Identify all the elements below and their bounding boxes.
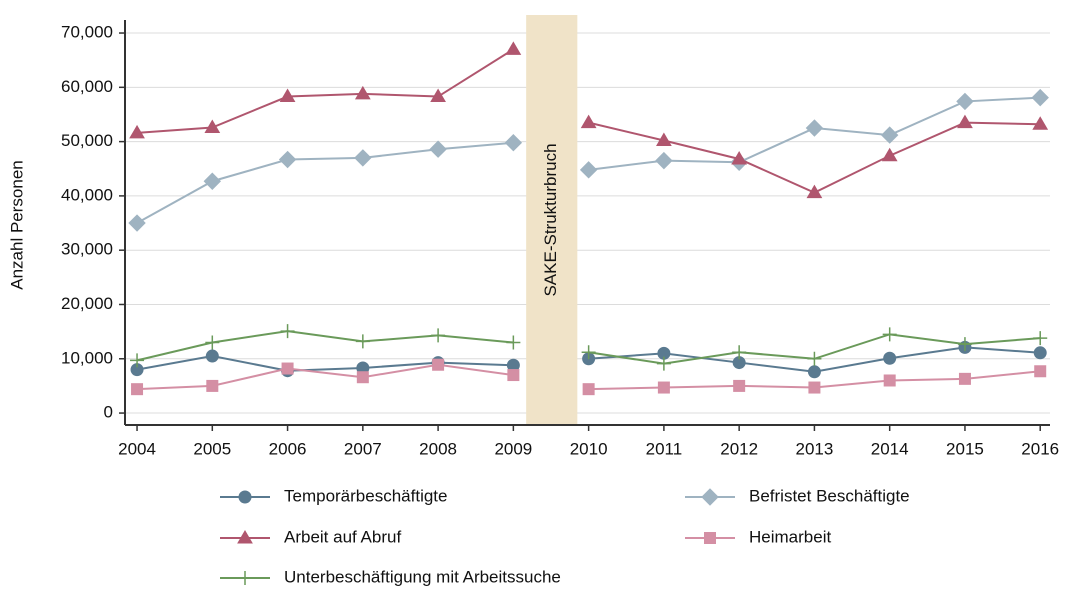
x-tick-label: 2004: [118, 439, 156, 458]
y-axis-label: Anzahl Personen: [7, 160, 26, 289]
point: [883, 351, 897, 365]
point: [280, 324, 295, 339]
x-tick-label: 2006: [269, 439, 307, 458]
point: [808, 381, 821, 394]
y-tick-label: 60,000: [61, 77, 113, 96]
point: [204, 119, 221, 133]
point: [129, 124, 145, 139]
legend-marker: [237, 530, 253, 544]
point: [281, 362, 294, 375]
point: [882, 327, 897, 342]
point: [354, 149, 372, 167]
x-tick-label: 2009: [494, 439, 532, 458]
series-line: [136, 363, 514, 391]
series-line: [136, 355, 514, 372]
x-tick-label: 2005: [193, 439, 231, 458]
point: [203, 172, 222, 190]
x-tick-label: 2015: [946, 439, 984, 458]
point: [1033, 346, 1047, 360]
legend-marker: [238, 490, 252, 504]
point: [1034, 365, 1047, 378]
point: [656, 132, 672, 147]
x-tick-label: 2012: [720, 439, 758, 458]
point: [429, 140, 447, 158]
series-line: [136, 141, 514, 224]
point: [957, 114, 973, 129]
x-tick-label: 2011: [646, 439, 683, 458]
x-tick-label: 2008: [419, 439, 457, 458]
point: [580, 114, 597, 129]
point: [279, 88, 296, 103]
point: [430, 88, 446, 103]
x-tick-label: 2014: [871, 439, 909, 458]
y-tick-label: 40,000: [61, 185, 113, 204]
point: [131, 383, 144, 396]
point: [957, 337, 972, 352]
point: [805, 119, 824, 137]
point: [278, 150, 297, 169]
point: [355, 334, 370, 349]
point: [432, 358, 445, 371]
x-tick-label: 2007: [344, 439, 382, 458]
y-tick-label: 50,000: [61, 131, 113, 150]
point: [354, 85, 371, 100]
point: [731, 150, 748, 165]
point: [732, 345, 747, 360]
point: [579, 161, 598, 179]
point: [655, 151, 673, 170]
x-tick-label: 2010: [570, 439, 608, 458]
point: [506, 335, 521, 350]
point: [881, 147, 898, 162]
point: [656, 356, 671, 371]
point: [958, 372, 971, 385]
point: [356, 371, 369, 384]
legend-label: Befristet Beschäftigte: [749, 486, 910, 505]
point: [657, 381, 670, 394]
y-tick-label: 0: [104, 403, 113, 422]
point: [504, 133, 523, 152]
point: [581, 345, 596, 360]
point: [582, 383, 595, 396]
point: [733, 379, 746, 392]
point: [1033, 331, 1048, 346]
point: [883, 374, 896, 387]
point: [507, 369, 520, 382]
point: [807, 365, 821, 379]
y-tick-label: 30,000: [61, 240, 113, 259]
point: [1032, 116, 1049, 130]
point: [431, 328, 446, 343]
structural-break-band: [526, 15, 578, 425]
point: [205, 335, 220, 350]
point: [130, 353, 145, 368]
point: [807, 351, 822, 366]
point: [1031, 88, 1049, 107]
point: [206, 379, 219, 392]
legend-marker: [238, 571, 252, 585]
legend-marker: [701, 488, 719, 506]
series-line: [136, 48, 514, 134]
y-tick-label: 10,000: [61, 348, 113, 367]
x-tick-label: 2013: [796, 439, 834, 458]
y-tick-label: 20,000: [61, 294, 113, 313]
point: [956, 92, 974, 111]
legend-label: Heimarbeit: [749, 527, 831, 546]
point: [880, 126, 899, 144]
legend-label: Unterbeschäftigung mit Arbeitssuche: [284, 567, 561, 586]
point: [205, 349, 219, 363]
legend-label: Arbeit auf Abruf: [284, 527, 401, 546]
x-tick-label: 2016: [1021, 439, 1059, 458]
y-tick-label: 70,000: [61, 23, 113, 42]
point: [505, 41, 522, 55]
series-line: [136, 330, 514, 362]
annotation-label: SAKE-Strukturbruch: [541, 143, 560, 296]
point: [806, 184, 823, 199]
point: [128, 214, 146, 232]
legend-label: Temporärbeschäftigte: [284, 486, 447, 505]
legend-marker: [704, 532, 716, 544]
